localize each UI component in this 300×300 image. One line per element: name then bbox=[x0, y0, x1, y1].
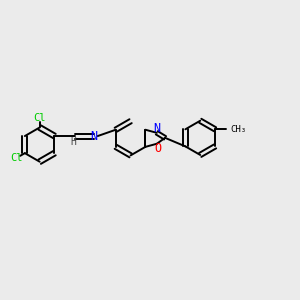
Text: N: N bbox=[90, 130, 97, 142]
Text: Cl: Cl bbox=[33, 112, 46, 123]
Text: O: O bbox=[154, 142, 161, 155]
Text: N: N bbox=[154, 122, 161, 135]
Text: CH₃: CH₃ bbox=[230, 125, 246, 134]
Text: H: H bbox=[70, 137, 76, 147]
Text: Cl: Cl bbox=[10, 153, 22, 163]
